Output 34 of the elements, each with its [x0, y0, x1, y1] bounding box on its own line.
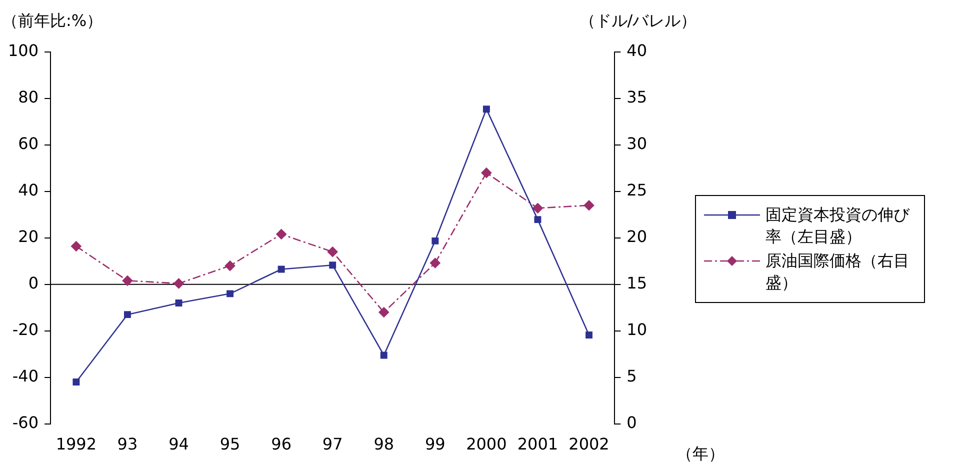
- y2-tick-label: 25: [626, 180, 647, 200]
- y2-tick-label: 40: [626, 41, 647, 60]
- x-tick-label: 94: [168, 434, 189, 454]
- y2-tick-label: 15: [626, 274, 647, 293]
- y-tick-label: 0: [28, 274, 39, 293]
- y-tick-label: 60: [18, 134, 39, 154]
- x-tick-label: 93: [117, 434, 138, 454]
- x-tick-label: 1992: [56, 434, 97, 454]
- x-tick-label: 2002: [568, 434, 610, 454]
- x-tick-label: 2001: [517, 434, 558, 454]
- y-axis-title: （前年比:%）: [2, 11, 103, 30]
- y-tick-label: -20: [12, 320, 39, 340]
- y2-tick-label: 0: [626, 412, 637, 432]
- y-tick-label: 20: [18, 227, 39, 246]
- y-tick-label: 80: [18, 88, 39, 107]
- y2-tick-label: 35: [626, 88, 647, 107]
- x-tick-label: 98: [374, 434, 394, 454]
- y-tick-label: 40: [18, 180, 39, 200]
- legend-label: 固定資本投資の伸び率（左目盛）: [766, 204, 911, 248]
- x-tick-label: 99: [424, 434, 446, 454]
- x-tick-label: 95: [220, 434, 240, 454]
- x-tick-label: 2000: [466, 434, 507, 454]
- y-tick-label: 100: [8, 41, 39, 60]
- y2-tick-label: 20: [626, 227, 647, 246]
- y2-tick-label: 10: [626, 320, 647, 340]
- x-tick-label: 96: [271, 434, 292, 454]
- y-tick-label: -60: [12, 412, 39, 432]
- legend-label: 原油国際価格（右目盛）: [766, 250, 911, 294]
- y-tick-label: -40: [12, 366, 39, 386]
- y2-tick-label: 30: [626, 134, 647, 154]
- x-tick-label: 97: [322, 434, 343, 454]
- y2-tick-label: 5: [626, 366, 637, 386]
- x-axis-title: （年）: [676, 444, 725, 464]
- y2-axis-title: （ドル/バレル）: [579, 11, 697, 30]
